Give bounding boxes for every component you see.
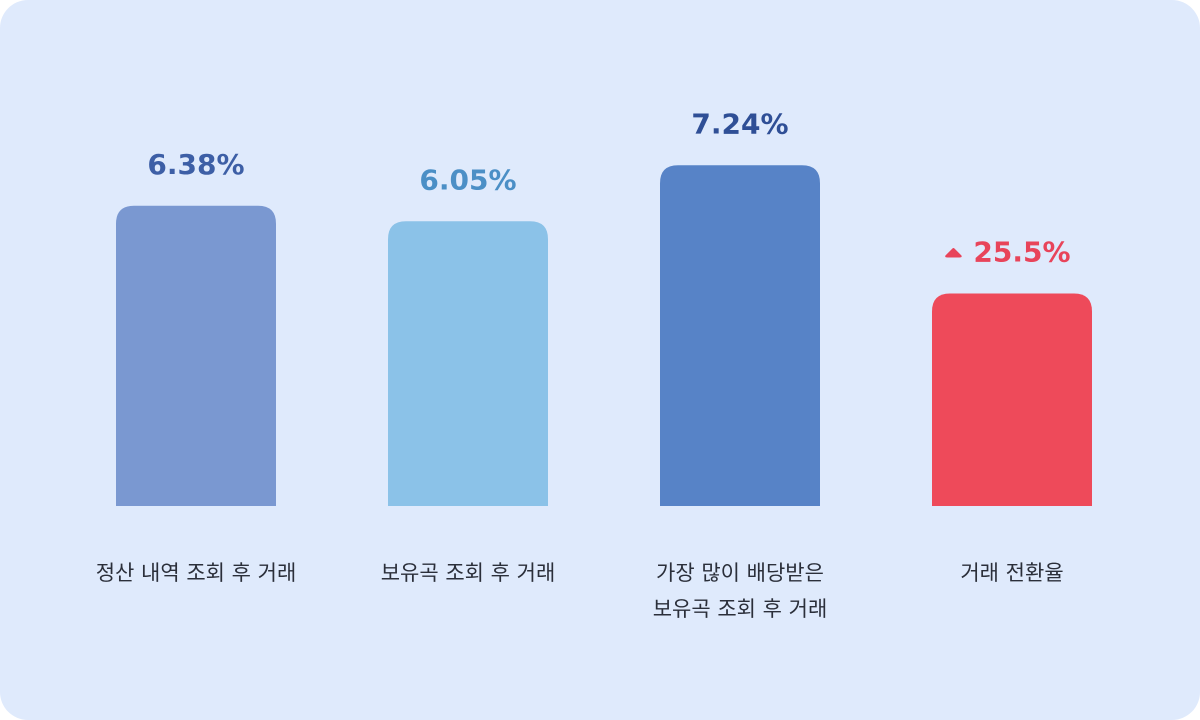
x-category-label: 거래 전환율: [960, 561, 1064, 585]
x-category-label: 정산 내역 조회 후 거래: [95, 561, 297, 585]
value-label: 6.38%: [147, 148, 244, 181]
x-category-label: 가장 많이 배당받은 보유곡 조회 후 거래: [652, 561, 828, 621]
value-label: 7.24%: [691, 107, 788, 140]
bar: [932, 293, 1092, 506]
x-category-label: 보유곡 조회 후 거래: [380, 561, 556, 585]
up-arrow-icon: [945, 248, 962, 258]
bar: [116, 205, 276, 506]
bar: [388, 221, 548, 506]
value-label: 6.05%: [419, 163, 516, 196]
value-label: 25.5%: [973, 236, 1070, 269]
bar: [660, 165, 820, 506]
